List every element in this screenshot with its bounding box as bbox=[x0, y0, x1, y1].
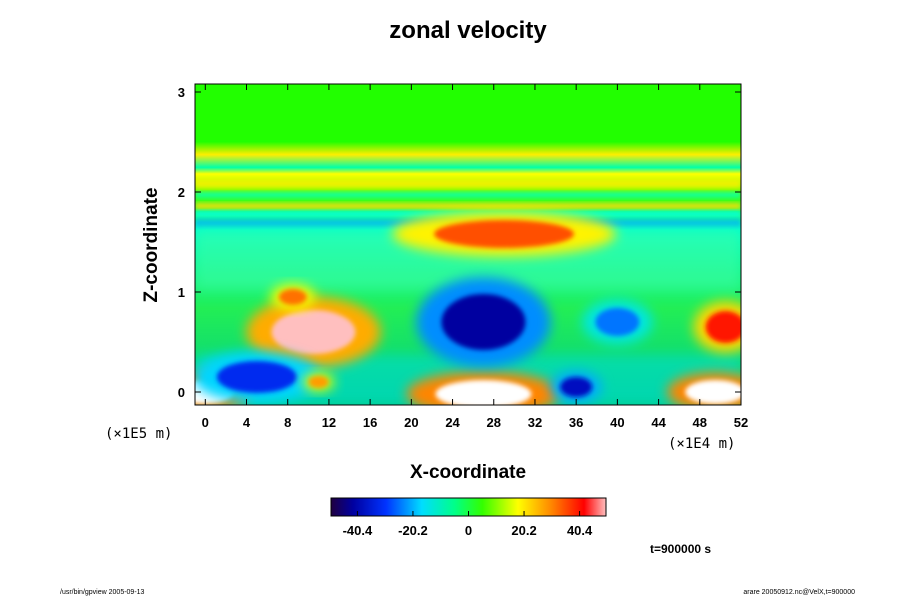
plot-area bbox=[195, 84, 741, 405]
band-yellow-upper bbox=[195, 180, 741, 188]
z-axis-label: Z-coordinate bbox=[141, 187, 162, 302]
x-tick-label: 0 bbox=[202, 415, 209, 430]
z-tick-label: 2 bbox=[178, 185, 185, 200]
footer-right-note: arare 20050912.nc@VelX,t=900000 bbox=[743, 589, 855, 596]
plot-frame bbox=[194, 83, 742, 406]
x-tick-label: 36 bbox=[569, 415, 583, 430]
velocity-features bbox=[195, 211, 741, 405]
x-tick-label: 12 bbox=[322, 415, 336, 430]
x-tick-label: 20 bbox=[404, 415, 418, 430]
velocity-feature bbox=[216, 361, 297, 393]
x-tick-label: 16 bbox=[363, 415, 377, 430]
chart-title: zonal velocity bbox=[389, 17, 547, 44]
x-tick-label: 52 bbox=[734, 415, 748, 430]
colorbar-tick-label: 0 bbox=[465, 523, 472, 538]
x-tick-label: 48 bbox=[693, 415, 707, 430]
z-tick-label: 3 bbox=[178, 85, 185, 100]
colorbar-ticks: -40.4 -20.2 0 20.2 40.4 bbox=[343, 511, 593, 538]
z-tick-label: 1 bbox=[178, 285, 185, 300]
band-yellow-mid bbox=[195, 203, 741, 209]
band-cyan-upper bbox=[195, 192, 741, 198]
colorbar-tick-label: -40.4 bbox=[343, 523, 373, 538]
velocity-feature bbox=[441, 294, 526, 350]
velocity-feature bbox=[278, 289, 307, 305]
z-unit-label: (×1E5 m) bbox=[105, 426, 172, 442]
x-tick-label: 40 bbox=[610, 415, 624, 430]
x-tick-label: 28 bbox=[487, 415, 501, 430]
x-tick-label: 44 bbox=[651, 415, 666, 430]
z-tick-label: 0 bbox=[178, 385, 185, 400]
colorbar: -40.4 -20.2 0 20.2 40.4 bbox=[330, 497, 607, 538]
velocity-feature bbox=[685, 380, 741, 404]
x-tick-label: 24 bbox=[445, 415, 460, 430]
colorbar-tick-label: 20.2 bbox=[511, 523, 536, 538]
velocity-feature bbox=[308, 376, 329, 388]
colorbar-tick-label: 40.4 bbox=[567, 523, 593, 538]
velocity-feature bbox=[560, 377, 593, 397]
x-axis-ticks: 0 4 8 12 16 20 24 28 32 36 40 44 48 52 bbox=[202, 84, 748, 430]
x-unit-label: (×1E4 m) bbox=[668, 436, 735, 452]
velocity-feature bbox=[434, 220, 575, 248]
velocity-feature bbox=[595, 308, 640, 336]
colorbar-tick-label: -20.2 bbox=[398, 523, 428, 538]
x-tick-label: 8 bbox=[284, 415, 291, 430]
velocity-feature bbox=[435, 380, 532, 405]
x-axis-label: X-coordinate bbox=[410, 462, 526, 483]
x-tick-label: 4 bbox=[243, 415, 251, 430]
time-label: t=900000 s bbox=[650, 542, 711, 556]
z-axis-ticks: 0 1 2 3 bbox=[178, 85, 741, 400]
velocity-feature bbox=[271, 310, 356, 354]
velocity-feature bbox=[705, 311, 741, 343]
x-tick-label: 32 bbox=[528, 415, 542, 430]
footer-left-note: /usr/bin/gpview 2005-09-13 bbox=[60, 589, 145, 596]
